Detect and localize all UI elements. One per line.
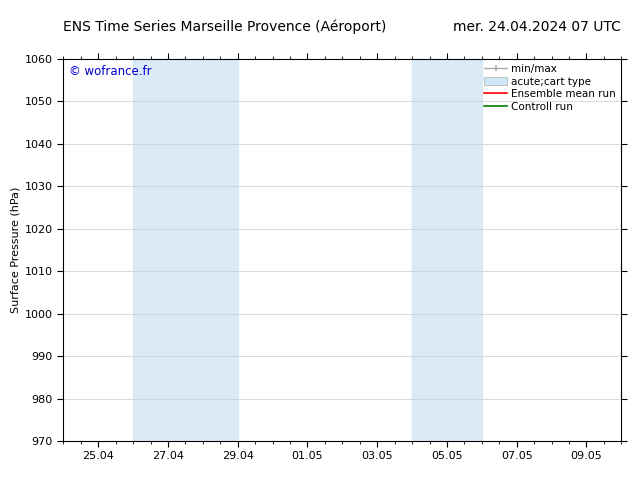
Legend: min/max, acute;cart type, Ensemble mean run, Controll run: min/max, acute;cart type, Ensemble mean … — [482, 62, 618, 114]
Text: mer. 24.04.2024 07 UTC: mer. 24.04.2024 07 UTC — [453, 20, 621, 34]
Text: ENS Time Series Marseille Provence (Aéroport): ENS Time Series Marseille Provence (Aéro… — [63, 20, 387, 34]
Y-axis label: Surface Pressure (hPa): Surface Pressure (hPa) — [11, 187, 21, 313]
Bar — [133, 59, 238, 441]
Text: © wofrance.fr: © wofrance.fr — [69, 65, 152, 77]
Bar — [412, 59, 482, 441]
